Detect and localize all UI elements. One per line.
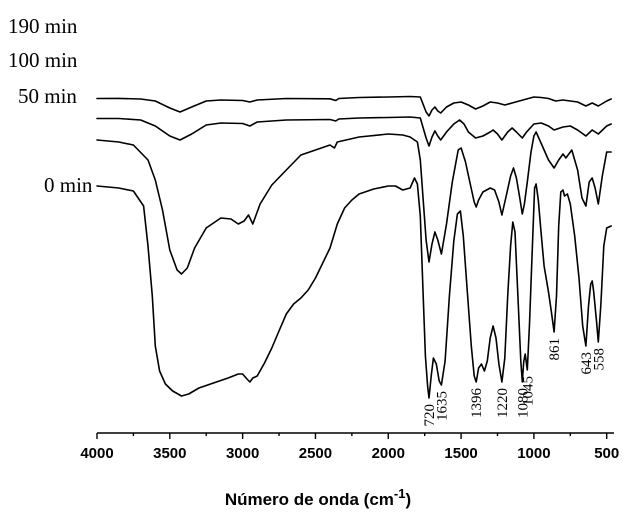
- x-tick-label-2500: 2500: [299, 445, 332, 462]
- x-tick-label-2000: 2000: [372, 445, 405, 462]
- peak-label-1635: 1635: [434, 391, 450, 421]
- x-axis-title: Número de onda (cm-1): [225, 486, 411, 509]
- x-tick-label-3500: 3500: [153, 445, 186, 462]
- peak-label-1220: 1220: [495, 388, 511, 418]
- x-tick-label-1500: 1500: [444, 445, 477, 462]
- x-tick-label-4000: 4000: [80, 445, 113, 462]
- peak-label-1080: 1080: [515, 388, 531, 418]
- peak-label-1396: 1396: [469, 388, 485, 419]
- peak-label-643: 643: [579, 352, 595, 375]
- plot-area: [96, 95, 612, 399]
- spectrum-line-190-min: [96, 95, 612, 117]
- series-labels: 190 min 100 min 50 min 0 min: [8, 14, 93, 197]
- series-label-100-min: 100 min: [8, 48, 78, 72]
- x-tick-label-1000: 1000: [517, 445, 550, 462]
- series-label-190-min: 190 min: [8, 14, 78, 38]
- x-axis-title-main: Número de onda (cm: [225, 490, 394, 509]
- x-axis-title-superscript: -1: [394, 486, 406, 501]
- peak-label-720: 720: [422, 404, 438, 427]
- spectrum-line-0-min: [96, 177, 612, 399]
- series-label-0-min: 0 min: [44, 173, 93, 197]
- x-axis-ticks: 4000 3500 3000 2500 2000 1500 1000 500: [80, 433, 619, 462]
- peak-label-861: 861: [547, 338, 563, 361]
- series-label-50-min: 50 min: [18, 84, 77, 108]
- x-tick-label-500: 500: [594, 445, 619, 462]
- spectrum-line-100-min: [96, 116, 612, 147]
- x-axis-title-suffix: ): [405, 490, 411, 509]
- peak-label-558: 558: [591, 348, 607, 371]
- peak-label-1045: 1045: [520, 376, 536, 406]
- x-tick-label-3000: 3000: [226, 445, 259, 462]
- spectrum-line-50-min: [96, 131, 612, 275]
